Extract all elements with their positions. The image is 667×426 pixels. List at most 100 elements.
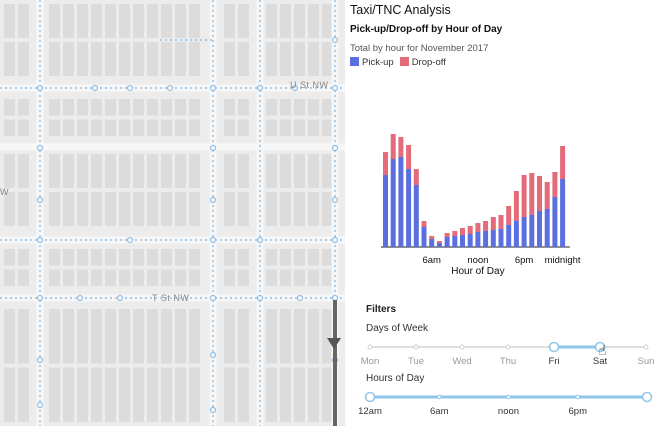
pickup-bar-20 [537,211,542,247]
day-label-thu[interactable]: Thu [500,356,516,367]
chart-subtitle: Pick-up/Drop-off by Hour of Day [350,24,503,35]
street-label-u: U St NW [290,80,329,90]
days-of-week-slider[interactable]: Mon Tue Wed Thu Fri Sat Sun [345,336,667,368]
building-block [238,309,249,364]
building-block [308,367,319,422]
day-label-sun[interactable]: Sun [638,356,655,367]
building-block [308,269,319,286]
building-block [63,42,74,76]
building-block [175,367,186,422]
stop-marker[interactable] [36,356,44,364]
building-block [322,99,333,116]
stop-marker[interactable] [256,84,264,92]
stop-marker[interactable] [36,401,44,409]
collapse-triangle-icon[interactable] [327,338,341,349]
stop-marker[interactable] [76,294,84,302]
day-tick-thu [505,344,511,350]
days-of-week-label: Days of Week [366,323,429,334]
hour-tick [436,394,442,400]
stop-marker[interactable] [256,294,264,302]
dropoff-bar-10 [460,228,465,235]
stop-marker[interactable] [209,236,217,244]
building-block [77,4,88,38]
dropoff-bar-1 [390,134,396,159]
day-handle-fri[interactable] [548,341,560,353]
stop-marker[interactable] [331,36,339,44]
panel-title: Taxi/TNC Analysis [350,3,451,17]
building-block [224,4,235,38]
pickup-bar-0 [383,175,388,247]
building-block [224,154,235,188]
building-block [280,309,291,364]
map-blocks [4,4,333,422]
hours-start-handle[interactable] [364,391,376,403]
stop-marker[interactable] [36,84,44,92]
day-label-sat[interactable]: Sat [593,356,608,367]
building-block [133,249,144,266]
day-tick-tue [413,344,419,350]
day-label-tue[interactable]: Tue [408,356,424,367]
pickup-bar-18 [521,217,527,247]
stop-marker[interactable] [209,294,217,302]
building-block [4,249,15,266]
stop-marker[interactable] [209,406,217,414]
building-block [175,249,186,266]
dropoff-bar-12 [475,223,481,232]
stop-marker[interactable] [126,236,134,244]
building-block [63,249,74,266]
stop-marker[interactable] [91,84,99,92]
day-label-fri[interactable]: Fri [548,356,559,367]
day-label-wed[interactable]: Wed [452,356,471,367]
building-block [77,154,88,188]
building-block [133,42,144,76]
stop-marker[interactable] [209,144,217,152]
stop-marker[interactable] [209,196,217,204]
building-block [49,367,60,422]
stop-marker[interactable] [256,236,264,244]
building-block [133,119,144,136]
hours-of-day-slider[interactable]: 12am 6am noon 6pm [345,388,667,422]
stop-marker[interactable] [331,236,339,244]
dropoff-bar-2 [398,137,404,157]
dropoff-bar-18 [521,175,527,217]
stop-marker[interactable] [36,144,44,152]
stops [36,36,339,414]
building-block [294,119,305,136]
stop-marker[interactable] [296,294,304,302]
building-block [175,269,186,286]
dropoff-bar-22 [552,172,558,197]
building-block [224,192,235,226]
stop-marker[interactable] [209,84,217,92]
stop-marker[interactable] [36,236,44,244]
hours-of-day-label: Hours of Day [366,373,425,384]
building-block [77,99,88,116]
stop-marker[interactable] [331,84,339,92]
stop-marker[interactable] [116,294,124,302]
map-view[interactable]: U St NW T St NW W [0,0,345,426]
dropoff-bar-8 [444,233,450,237]
map-edge-handle[interactable] [333,300,337,426]
dropoff-bar-13 [483,221,489,231]
building-block [4,154,15,188]
building-block [224,367,235,422]
pickup-bar-17 [513,221,519,247]
day-handle-sat[interactable] [594,341,606,353]
x-tick-label: 6am [422,255,441,266]
building-block [147,309,158,364]
stop-marker[interactable] [36,196,44,204]
map-canvas[interactable] [0,0,345,426]
building-block [4,4,15,38]
stop-marker[interactable] [209,351,217,359]
building-block [49,249,60,266]
stop-marker[interactable] [126,84,134,92]
building-block [294,367,305,422]
day-label-mon[interactable]: Mon [361,356,379,367]
building-block [91,42,102,76]
stop-marker[interactable] [166,84,174,92]
hours-end-handle[interactable] [641,391,653,403]
stop-marker[interactable] [36,294,44,302]
stop-marker[interactable] [331,196,339,204]
building-block [308,119,319,136]
stop-marker[interactable] [291,84,299,92]
stop-marker[interactable] [331,144,339,152]
